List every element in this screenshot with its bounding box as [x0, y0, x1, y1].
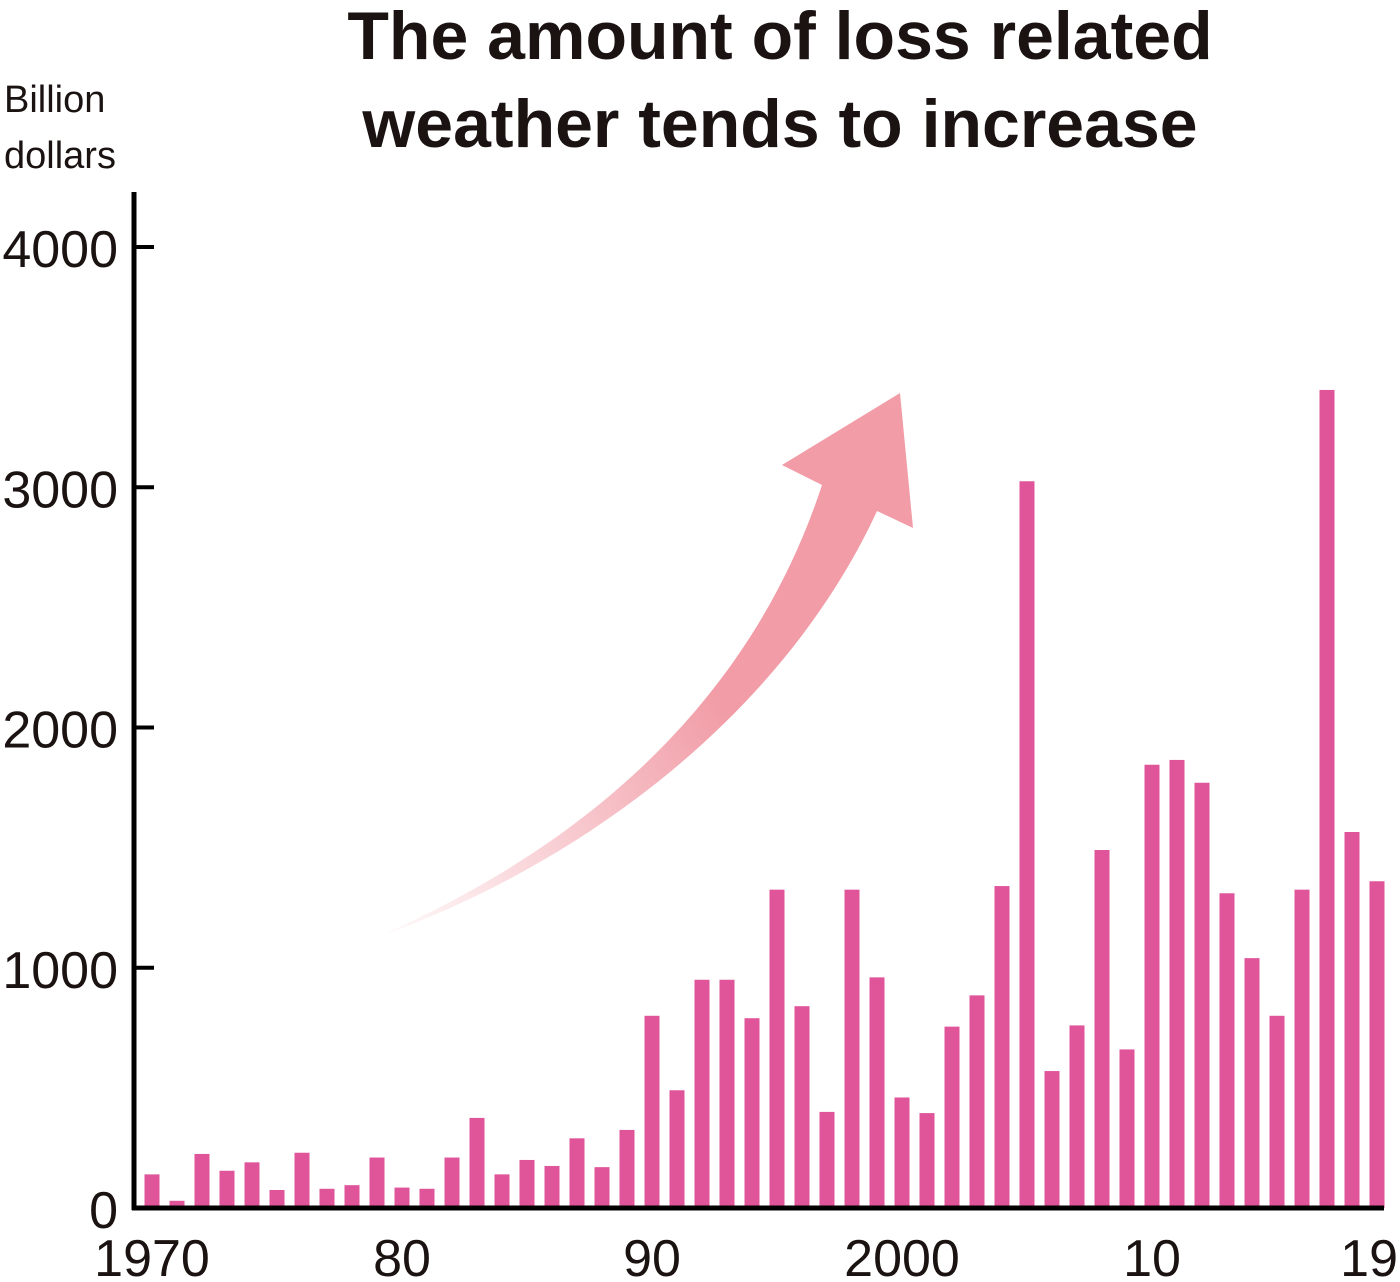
bar-2013 [1219, 893, 1235, 1208]
bar-2011 [1169, 759, 1185, 1208]
bar-1982 [444, 1157, 460, 1208]
bar-1970 [144, 1174, 160, 1208]
bar-2012 [1194, 782, 1210, 1208]
trend-arrow-icon [365, 393, 913, 942]
bar-1975 [269, 1189, 285, 1208]
bar-1976 [294, 1152, 310, 1208]
bar-1996 [794, 1006, 810, 1208]
y-tick-label: 2000 [2, 702, 118, 760]
bar-1992 [694, 979, 710, 1208]
bar-1983 [469, 1117, 485, 1208]
bar-2009 [1119, 1049, 1135, 1208]
bar-1997 [819, 1111, 835, 1208]
x-tick-label: 90 [623, 1230, 681, 1282]
bar-2003 [969, 995, 985, 1208]
bar-1979 [369, 1157, 385, 1208]
bar-1998 [844, 889, 860, 1208]
x-tick-label: 80 [373, 1230, 431, 1282]
bar-2017 [1319, 389, 1335, 1209]
bar-2004 [994, 886, 1010, 1208]
bar-1972 [194, 1153, 210, 1208]
bar-2019 [1369, 881, 1385, 1208]
bar-1994 [744, 1018, 760, 1208]
x-tick-label: 2000 [844, 1230, 960, 1282]
bar-2014 [1244, 958, 1260, 1208]
bar-1990 [644, 1015, 660, 1208]
y-axis-label-line-1: Billion [4, 79, 106, 121]
bar-2002 [944, 1026, 960, 1208]
bar-1999 [869, 977, 885, 1208]
y-axis-label-line-2: dollars [4, 135, 116, 177]
bar-2005 [1019, 481, 1035, 1208]
bar-2001 [919, 1113, 935, 1208]
bar-1991 [669, 1090, 685, 1208]
bar-2018 [1344, 832, 1360, 1208]
bar-1977 [319, 1188, 335, 1208]
x-tick-label: 1970 [94, 1230, 210, 1282]
bar-2000 [894, 1097, 910, 1208]
bar-2015 [1269, 1015, 1285, 1208]
bar-1981 [419, 1188, 435, 1208]
bar-1986 [544, 1165, 560, 1208]
bar-2007 [1069, 1025, 1085, 1208]
bar-1995 [769, 889, 785, 1208]
bar-2010 [1144, 764, 1160, 1208]
bar-1980 [394, 1187, 410, 1208]
bar-1973 [219, 1170, 235, 1208]
bar-1971 [169, 1200, 185, 1208]
bar-2016 [1294, 889, 1310, 1208]
bar-1974 [244, 1162, 260, 1208]
chart-title-line-2: weather tends to increase [362, 86, 1198, 162]
chart-title-line-1: The amount of loss related [347, 0, 1213, 74]
bar-1989 [619, 1129, 635, 1208]
bar-1984 [494, 1174, 510, 1208]
x-tick-label: 10 [1123, 1230, 1181, 1282]
x-tick-label: 19 [1340, 1230, 1398, 1282]
y-tick-label: 1000 [2, 942, 118, 1000]
y-tick-label: 4000 [2, 221, 118, 279]
y-tick-label: 3000 [2, 461, 118, 519]
bar-1988 [594, 1167, 610, 1208]
bar-1985 [519, 1159, 535, 1208]
y-tick-label: 0 [89, 1182, 118, 1240]
bar-2008 [1094, 850, 1110, 1208]
bar-1978 [344, 1185, 360, 1208]
bar-1993 [719, 979, 735, 1208]
bar-1987 [569, 1138, 585, 1208]
bar-2006 [1044, 1071, 1060, 1208]
